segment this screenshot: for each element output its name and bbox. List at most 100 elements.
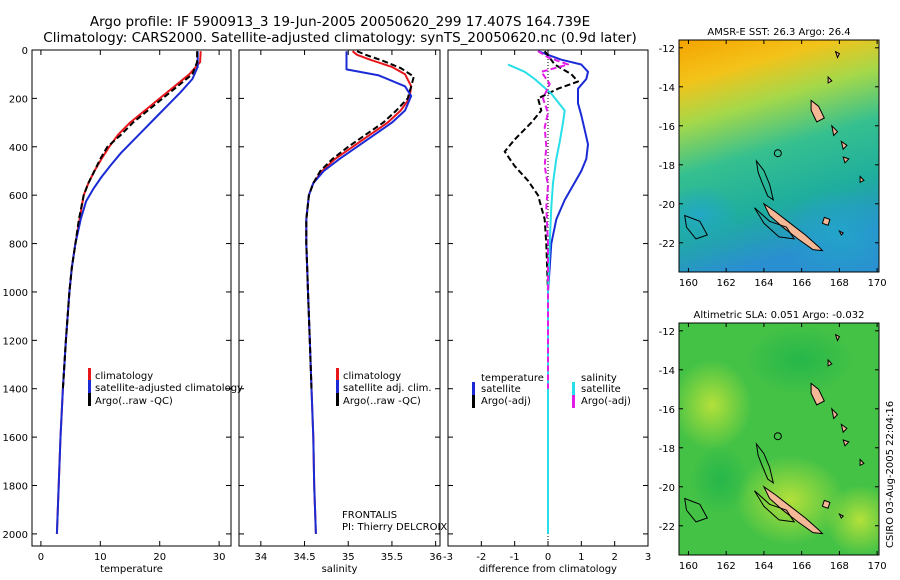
vanuatu-island-land [834,333,841,342]
legend-swatch-sal-argo [572,395,575,408]
x-tick-label: 1 [578,552,584,563]
legend-swatch-satellite-adj [336,380,339,393]
sst-map: AMSR-E SST: 26.3 Argo: 26.4 160 162 164 166… [659,27,887,289]
reef-outline [754,490,796,523]
reef-outline [684,214,709,240]
x-tick-label: 3 [645,552,651,563]
y-tick-label: 1000 [3,288,28,299]
sla-low-patch [745,325,855,395]
sla-low-patch [690,445,750,515]
x-axis-label: salinity [322,564,358,575]
legend-header: salinity [581,373,617,384]
map-y-tick-label: -12 [659,327,675,338]
x-tick-label: 30 [213,552,226,563]
new-caledonia-land [762,202,824,252]
y-tick-label: 1200 [3,336,28,347]
map-x-tick-label: 168 [830,561,849,572]
sla-high-patch [825,485,879,555]
legend-label: Argo(-adj) [581,396,631,407]
series-line-satellite [507,63,566,534]
sst-map-frame [678,39,880,273]
vanuatu-island-land [827,75,833,84]
vanuatu-island-land [842,439,850,447]
legend-label: Argo(-adj) [481,396,531,407]
map-y-tick-label: -14 [659,366,675,377]
sla-map-title: Altimetric SLA: 0.051 Argo: -0.032 [694,310,865,321]
sla-map: Altimetric SLA: 0.051 Argo: -0.032 160 16… [659,310,887,572]
loyalty-island-land [821,499,831,509]
map-x-tick-label: 166 [792,278,811,289]
y-tick-label: 400 [9,143,28,154]
legend-swatch-climatology [88,368,91,381]
legend-swatch-temp-argo [472,395,475,408]
series-line-satellite-adj-clim [305,51,413,534]
x-tick-label: 0 [38,552,44,563]
new-caledonia-land [762,485,824,535]
reef-outline [684,497,709,523]
x-tick-label: 34.5 [293,552,315,563]
credit-label: CSIRO 03-Aug-2005 22:04:16 [885,400,896,548]
vanuatu-island-land [834,50,841,59]
map-x-tick-label: 164 [754,278,773,289]
map-x-tick-label: 170 [868,561,887,572]
x-tick-label: 34 [254,552,267,563]
legend-label: satellite adj. clim. [343,383,432,394]
reef-outline [754,207,796,240]
sla-land [684,333,865,535]
legend-swatch-argo [336,393,339,406]
legend-label: satellite [581,384,621,395]
map-y-tick-label: -12 [659,44,675,55]
map-y-tick-label: -18 [659,444,675,455]
map-y-tick-label: -22 [659,522,675,533]
sst-cool-patch [679,185,740,245]
vanuatu-island-land [810,382,825,406]
figure-title-line1: Argo profile: IF 5900913_3 19-Jun-2005 2… [89,14,591,30]
map-x-tick-label: 166 [792,561,811,572]
legend-swatch-temp-satellite [472,382,475,395]
salinity-panel: 34 34.5 35 35.5 36 salinity [238,49,442,575]
vanuatu-island-land [827,358,833,367]
map-y-tick-label: -14 [659,83,675,94]
series-line-argo-adj [537,50,569,389]
series-line-climatology [305,50,413,534]
temperature-plot-frame [31,49,232,547]
legend-label: Argo(..raw -QC) [95,396,173,407]
map-y-tick-label: -16 [659,405,675,416]
legend-label: climatology [95,371,153,382]
map-y-tick-label: -16 [659,122,675,133]
x-tick-label: 35 [342,552,355,563]
loyalty-island-land [838,229,845,236]
vanuatu-island-land [859,458,865,467]
y-tick-label: 600 [9,191,28,202]
sla-high-patch [735,455,845,545]
y-tick-label: 200 [9,94,28,105]
loyalty-island-land [821,216,831,226]
map-x-tick-label: 170 [868,278,887,289]
map-x-tick-label: 162 [717,278,736,289]
legend-label: Argo(..raw -QC) [343,396,421,407]
series-line-argo-raw-qc [305,50,415,389]
legend-header: temperature [481,373,544,384]
profile-panels: 0 10 20 30020040060080010001200140016001800… [3,46,652,575]
y-tick-label: 1400 [3,385,28,396]
loyalty-island-land [838,512,845,519]
vanuatu-island-land [842,156,850,164]
series-line-satellite [537,50,589,534]
reef-outline [755,442,775,485]
figure-title-line2: Climatology: CARS2000. Satellite-adjuste… [43,30,637,46]
sla-map-frame [678,322,880,556]
x-tick-label: 10 [94,552,107,563]
map-y-tick-label: -20 [659,200,675,211]
legend-label: satellite [481,384,521,395]
y-tick-label: 1600 [3,433,28,444]
y-tick-label: 1800 [3,482,28,493]
float-project-label: FRONTALIS [342,510,397,521]
y-tick-label: 800 [9,240,28,251]
x-tick-label: 0 [545,552,551,563]
argo-float-marker [773,432,782,441]
legend-swatch-sal-satellite [572,382,575,395]
x-axis-label: difference from climatology [479,564,617,575]
legend-swatch-climatology [336,368,339,381]
difference-legend: temperature satellite Argo(-adj) salinit… [472,373,631,408]
